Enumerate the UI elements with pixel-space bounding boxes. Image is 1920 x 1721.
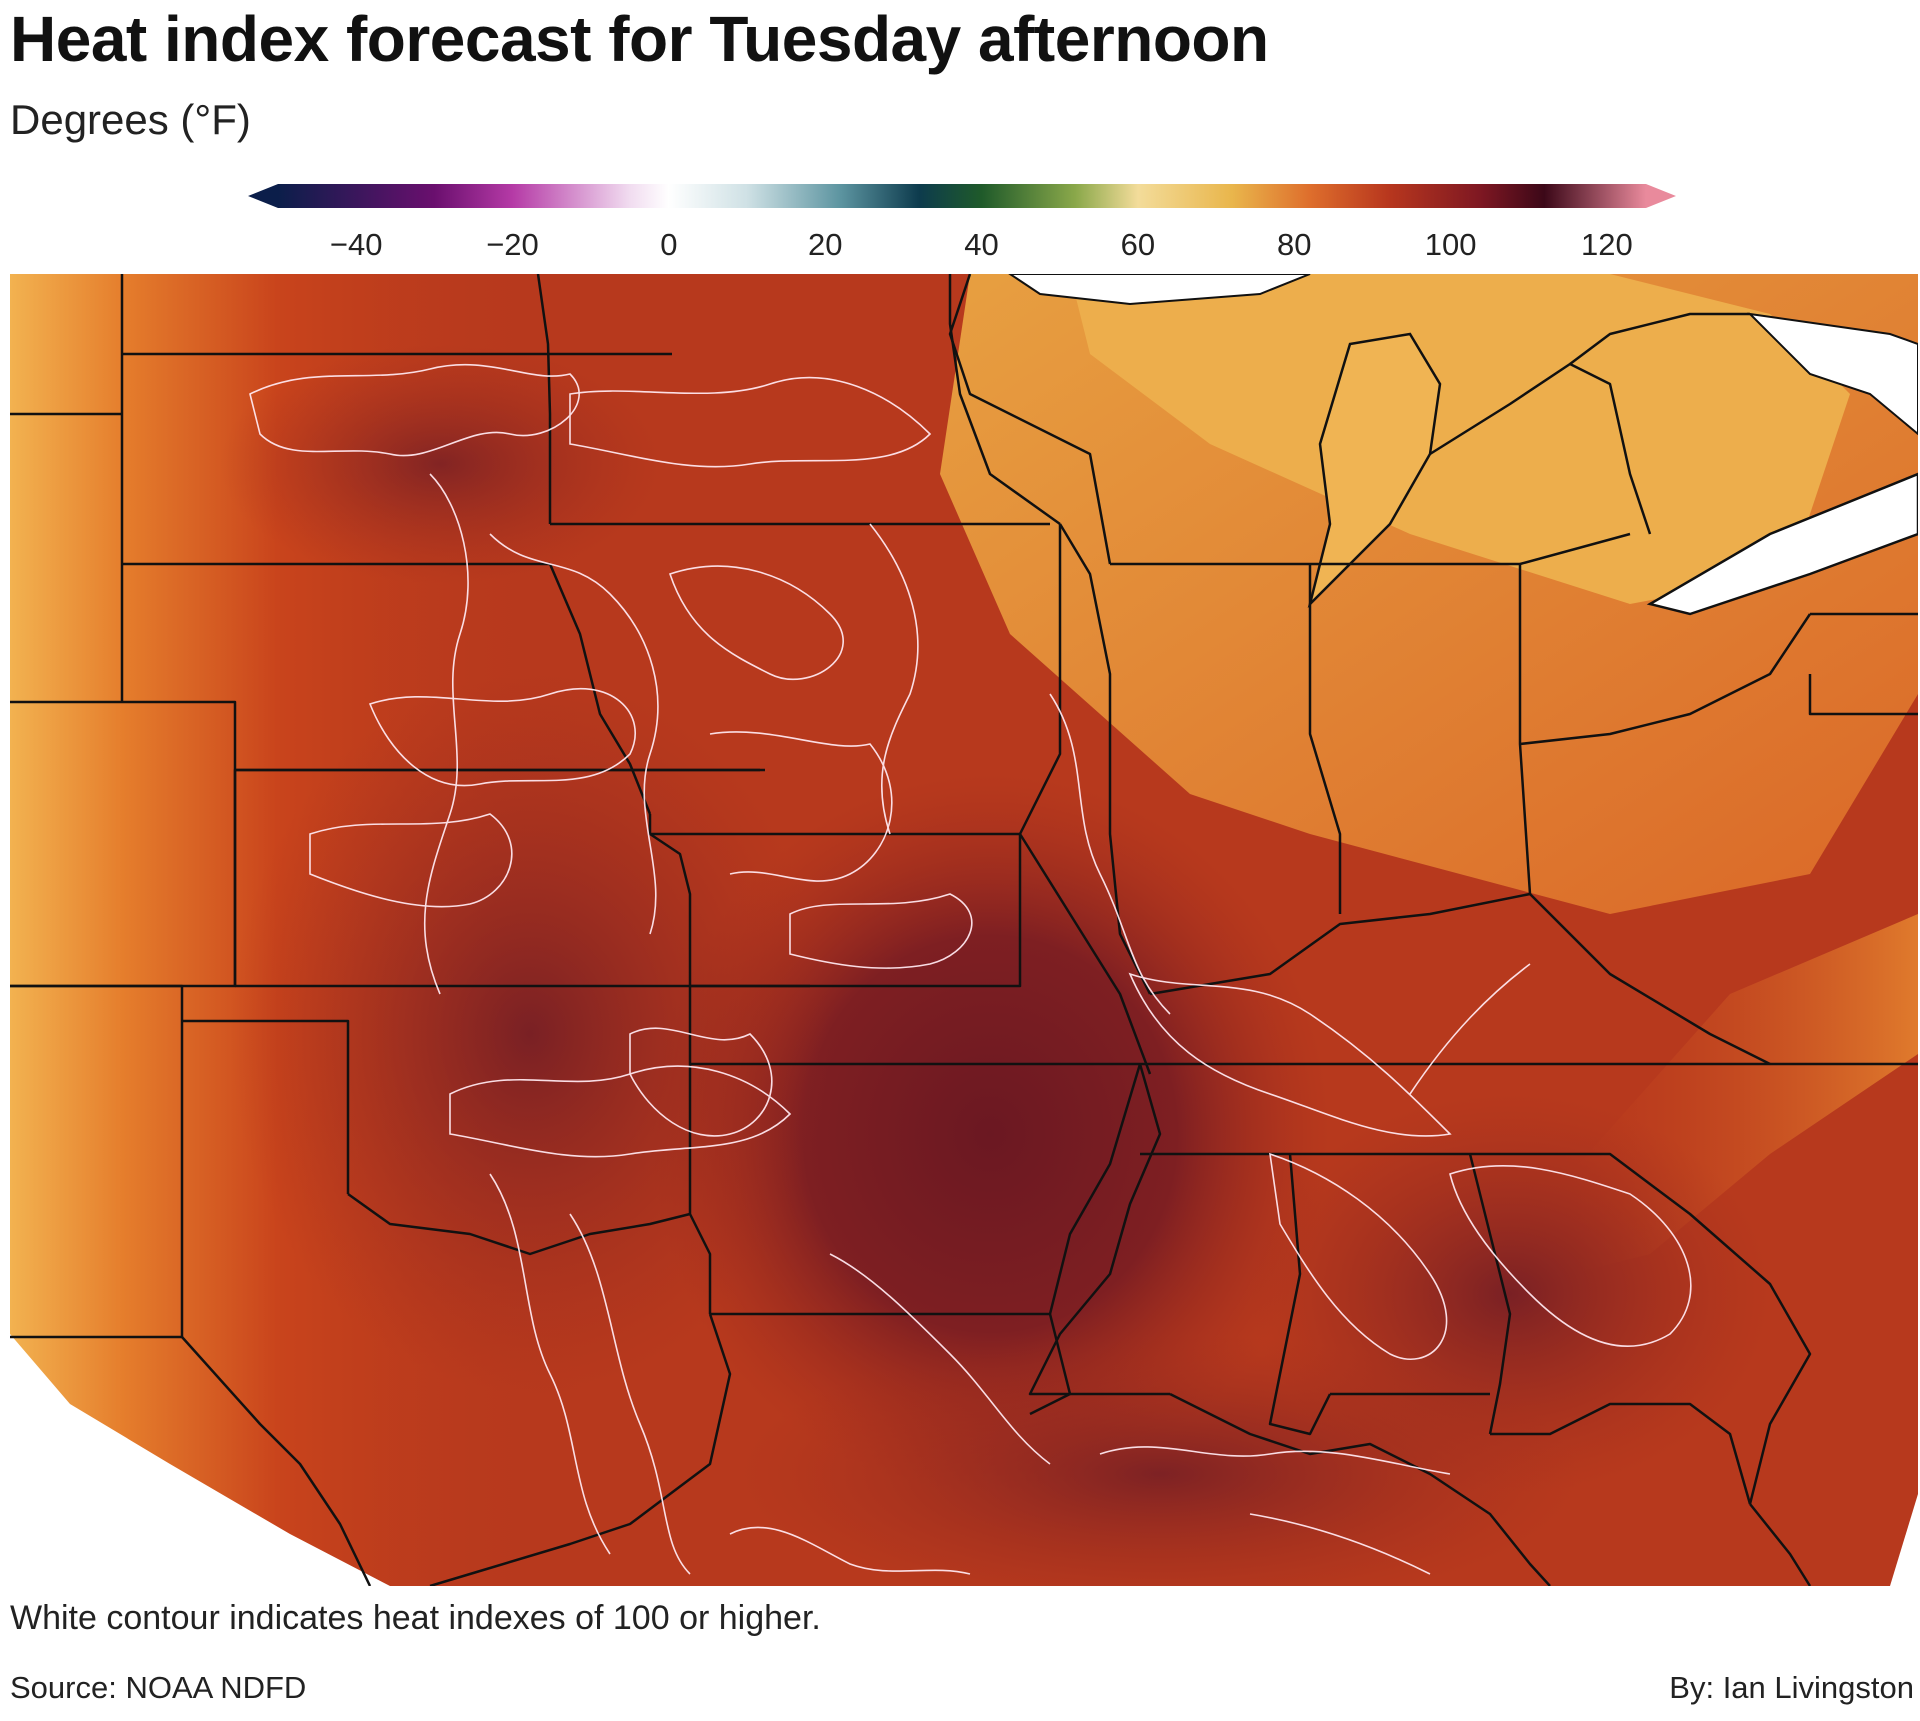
michigan-upper: [1070, 274, 1850, 604]
legend-tick-label: −40: [330, 227, 383, 262]
map-svg: [10, 274, 1918, 1586]
legend-tick-label: 100: [1425, 227, 1477, 262]
lake-superior-edge: [1008, 274, 1311, 306]
legend-tick-label: 40: [964, 227, 998, 262]
lake-michigan: [1307, 332, 1442, 609]
legend-color-bar: [248, 184, 1676, 208]
map-caption: White contour indicates heat indexes of …: [10, 1599, 821, 1637]
legend-svg: −40 −20 0 20 40 60 80 100 120: [248, 184, 1676, 262]
color-legend: −40 −20 0 20 40 60 80 100 120: [248, 180, 1676, 270]
legend-tick-label: 120: [1581, 227, 1633, 262]
state-borders: [10, 274, 1918, 1586]
legend-tick-label: −20: [486, 227, 539, 262]
chart-subtitle: Degrees (°F): [10, 96, 251, 143]
gulf-coast-water: [1890, 1494, 1918, 1586]
source-credit: Source: NOAA NDFD: [10, 1670, 307, 1705]
legend-tick-label: 0: [660, 227, 677, 262]
lake-huron-edge: [1747, 312, 1918, 436]
legend-tick-label: 80: [1277, 227, 1311, 262]
legend-tick-label: 60: [1121, 227, 1155, 262]
gulf-of-mexico: [10, 1334, 390, 1586]
hot-core-plains: [230, 674, 830, 1394]
chart-title: Heat index forecast for Tuesday afternoo…: [10, 3, 1269, 75]
heat-100-contours: [249, 363, 1692, 1575]
heat-index-map: [10, 274, 1918, 1586]
hot-core-north: [220, 344, 660, 584]
legend-tick-label: 20: [808, 227, 842, 262]
lake-erie: [1646, 472, 1918, 616]
author-byline: By: Ian Livingston: [1669, 1670, 1914, 1705]
hot-core-gulf: [740, 1334, 1580, 1586]
